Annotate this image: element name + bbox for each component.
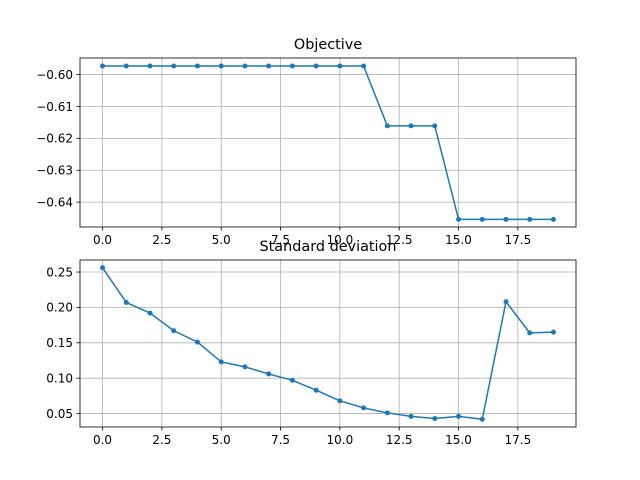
objective-data-point bbox=[194, 63, 200, 69]
standard-deviation-y-tick-label: 0.10 bbox=[46, 371, 73, 385]
objective-data-point bbox=[100, 63, 106, 69]
standard-deviation-data-point bbox=[194, 339, 200, 345]
standard-deviation-subplot: 0.0 2.5 5.0 7.5 10.0 12.5 15.0 17.5 0.05 0.10 0.15… bbox=[46, 239, 577, 447]
objective-x-tick-label: 7.5 bbox=[271, 233, 290, 247]
standard-deviation-x-tick-label: 0.0 bbox=[93, 433, 112, 447]
objective-y-tick-label: −0.61 bbox=[36, 100, 73, 114]
objective-data-point bbox=[289, 63, 295, 69]
objective-y-tick-label: −0.64 bbox=[36, 195, 73, 209]
standard-deviation-title: Standard deviation bbox=[260, 239, 397, 255]
standard-deviation-series-line bbox=[101, 267, 554, 420]
objective-x-tick-label: 2.5 bbox=[152, 233, 171, 247]
standard-deviation-data-point bbox=[242, 364, 248, 370]
standard-deviation-data-point bbox=[432, 416, 438, 422]
objective-data-point bbox=[408, 123, 414, 129]
objective-data-point bbox=[313, 63, 319, 69]
standard-deviation-data-point bbox=[456, 413, 462, 419]
objective-x-tick-label: 0.0 bbox=[93, 233, 112, 247]
standard-deviation-data-point bbox=[289, 377, 295, 383]
objective-y-tick-label: −0.60 bbox=[36, 68, 73, 82]
standard-deviation-x-tick-label: 5.0 bbox=[212, 433, 231, 447]
standard-deviation-data-point bbox=[337, 398, 343, 404]
objective-data-point bbox=[527, 216, 533, 222]
objective-x-tick-label: 12.5 bbox=[386, 233, 413, 247]
standard-deviation-data-point bbox=[313, 387, 319, 393]
standard-deviation-axes-frame bbox=[79, 259, 577, 428]
objective-x-tick-label: 10.0 bbox=[327, 233, 354, 247]
objective-y-tick-label: −0.63 bbox=[36, 164, 73, 178]
objective-series-line bbox=[102, 65, 554, 221]
objective-data-point bbox=[479, 216, 485, 222]
standard-deviation-x-tick-label: 12.5 bbox=[386, 433, 413, 447]
objective-y-tick-label: −0.62 bbox=[36, 132, 73, 146]
objective-data-point bbox=[266, 63, 272, 69]
standard-deviation-data-point bbox=[550, 329, 556, 335]
standard-deviation-data-point bbox=[503, 299, 509, 305]
standard-deviation-x-tick-label: 17.5 bbox=[504, 433, 531, 447]
objective-data-point bbox=[361, 63, 367, 69]
standard-deviation-data-point bbox=[361, 405, 367, 411]
standard-deviation-data-point bbox=[171, 328, 177, 334]
standard-deviation-data-point bbox=[100, 265, 106, 271]
standard-deviation-data-point bbox=[384, 410, 390, 416]
standard-deviation-x-tick-label: 2.5 bbox=[152, 433, 171, 447]
standard-deviation-y-tick-label: 0.05 bbox=[46, 407, 73, 421]
objective-data-point bbox=[242, 63, 248, 69]
objective-data-point bbox=[337, 63, 343, 69]
objective-data-point bbox=[456, 216, 462, 222]
standard-deviation-data-point bbox=[123, 299, 129, 305]
standard-deviation-data-point bbox=[527, 330, 533, 336]
objective-data-point bbox=[123, 63, 129, 69]
standard-deviation-data-point bbox=[479, 416, 485, 422]
standard-deviation-data-point bbox=[218, 359, 224, 365]
objective-data-point bbox=[384, 123, 390, 129]
objective-axes-frame bbox=[79, 57, 577, 228]
objective-data-point bbox=[550, 216, 556, 222]
standard-deviation-y-tick-label: 0.20 bbox=[46, 301, 73, 315]
objective-subplot: 0.0 2.5 5.0 7.5 10.0 12.5 15.0 17.5 −0.60 −0.61 −0… bbox=[36, 37, 577, 247]
standard-deviation-y-tick-label: 0.25 bbox=[46, 265, 73, 279]
standard-deviation-data-point bbox=[147, 310, 153, 316]
objective-x-tick-label: 17.5 bbox=[504, 233, 531, 247]
objective-data-point bbox=[171, 63, 177, 69]
objective-data-point bbox=[218, 63, 224, 69]
standard-deviation-x-tick-label: 10.0 bbox=[327, 433, 354, 447]
objective-data-point bbox=[147, 63, 153, 69]
standard-deviation-x-tick-label: 15.0 bbox=[445, 433, 472, 447]
standard-deviation-data-point bbox=[408, 413, 414, 419]
objective-data-point bbox=[432, 123, 438, 129]
objective-x-tick-label: 5.0 bbox=[212, 233, 231, 247]
objective-data-point bbox=[503, 216, 509, 222]
standard-deviation-data-point bbox=[266, 371, 272, 377]
objective-x-tick-label: 15.0 bbox=[445, 233, 472, 247]
objective-title: Objective bbox=[294, 37, 362, 53]
standard-deviation-x-tick-label: 7.5 bbox=[271, 433, 290, 447]
standard-deviation-y-tick-label: 0.15 bbox=[46, 336, 73, 350]
